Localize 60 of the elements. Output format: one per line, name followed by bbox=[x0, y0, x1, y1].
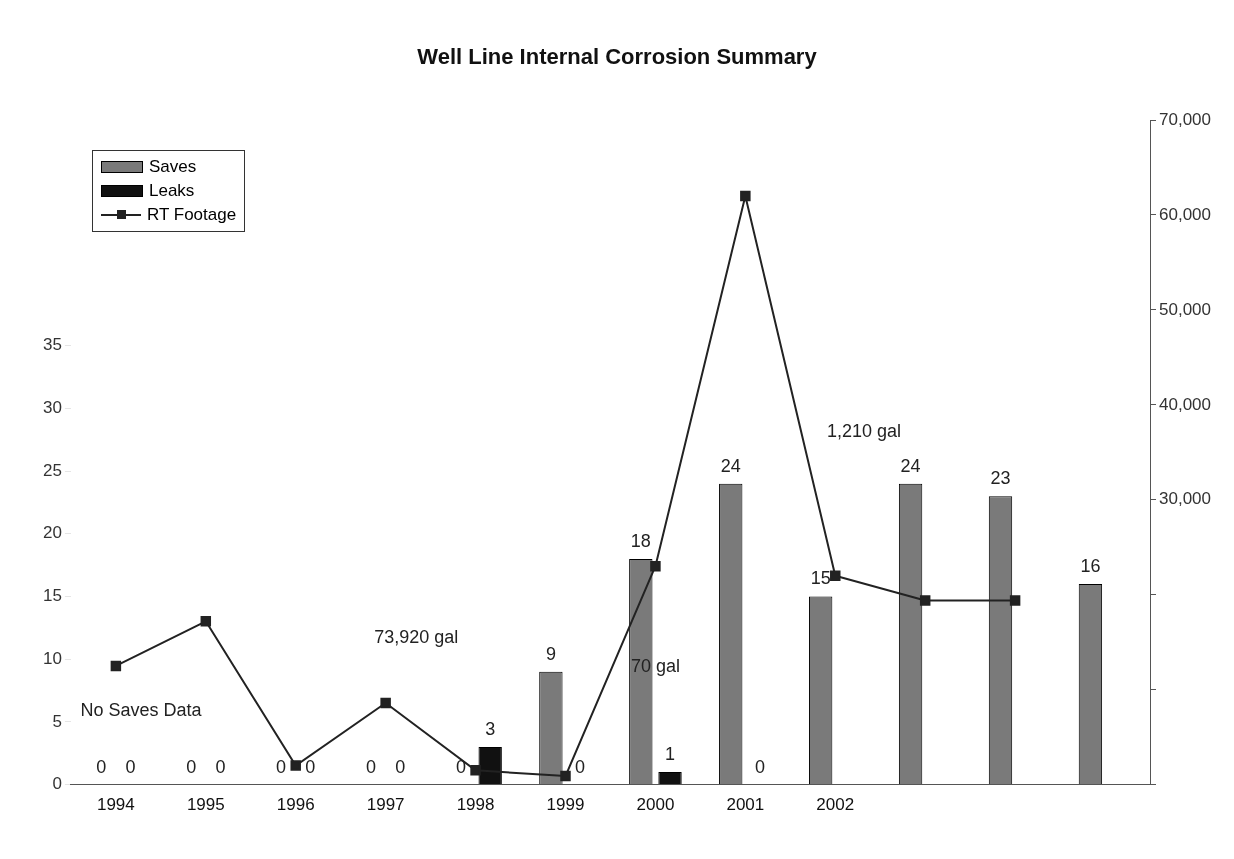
data-label: 0 bbox=[125, 756, 136, 777]
y-tick-label: 30 bbox=[42, 398, 62, 418]
data-label: 3 bbox=[485, 718, 496, 739]
y-tick-label: 15 bbox=[42, 586, 62, 606]
annotation: 73,920 gal bbox=[374, 627, 459, 648]
chart-title: Well Line Internal Corrosion Summary bbox=[416, 44, 818, 70]
data-label: 0 bbox=[276, 756, 287, 777]
x-tick-label: 2000 bbox=[636, 795, 675, 815]
point bbox=[919, 595, 931, 606]
y2-tick-label: 60,000 bbox=[1159, 204, 1211, 224]
y-tick-label: 5 bbox=[52, 711, 62, 731]
point bbox=[740, 190, 751, 202]
data-label: 0 bbox=[96, 756, 107, 777]
data-label: 15 bbox=[810, 568, 831, 589]
point bbox=[830, 570, 841, 581]
point bbox=[380, 697, 391, 709]
legend-label: RT Footage bbox=[147, 205, 237, 225]
y-tick-label: 0 bbox=[52, 774, 62, 794]
data-label: 0 bbox=[575, 756, 586, 777]
data-label: 9 bbox=[545, 643, 556, 664]
y2-tick-label: 30,000 bbox=[1159, 489, 1211, 509]
point bbox=[200, 616, 212, 627]
x-tick-label: 2001 bbox=[726, 795, 765, 815]
x-tick-label: 1997 bbox=[366, 795, 405, 815]
x-tick-label: 1994 bbox=[96, 795, 135, 815]
point bbox=[1009, 595, 1021, 606]
legend-label: Saves bbox=[149, 157, 197, 177]
point bbox=[110, 660, 122, 672]
data-label: 1 bbox=[665, 744, 676, 765]
data-label: 23 bbox=[990, 468, 1011, 489]
data-label: 24 bbox=[720, 455, 741, 476]
y2-tick-label: 50,000 bbox=[1159, 299, 1211, 319]
y2-tick-label: 70,000 bbox=[1159, 109, 1211, 129]
data-label: 24 bbox=[900, 455, 921, 476]
y-tick-label: 10 bbox=[42, 648, 62, 668]
data-label: 18 bbox=[630, 530, 651, 551]
point bbox=[560, 770, 571, 782]
point bbox=[290, 760, 301, 771]
x-tick-label: 1998 bbox=[456, 795, 495, 815]
data-label: 0 bbox=[215, 756, 226, 777]
x-tick-label: 1999 bbox=[546, 795, 585, 815]
y2-tick-label: 40,000 bbox=[1159, 394, 1211, 414]
annotation: 70 gal bbox=[630, 655, 680, 676]
x-tick-label: 2002 bbox=[816, 795, 855, 815]
x-tick-label: 1996 bbox=[276, 795, 315, 815]
y-tick-label: 25 bbox=[42, 460, 62, 480]
point bbox=[470, 765, 481, 776]
data-label: 0 bbox=[366, 756, 377, 777]
data-label: 16 bbox=[1080, 555, 1101, 576]
data-label: 0 bbox=[754, 756, 765, 777]
data-label: 0 bbox=[395, 756, 406, 777]
y-tick-label: 35 bbox=[42, 335, 62, 355]
y-tick-label: 20 bbox=[42, 523, 62, 543]
annotation: 1,210 gal bbox=[827, 421, 902, 442]
data-label: 0 bbox=[186, 756, 197, 777]
point bbox=[650, 560, 661, 572]
annotation: No Saves Data bbox=[80, 700, 203, 721]
legend-label: Leaks bbox=[149, 181, 195, 201]
data-label: 0 bbox=[305, 756, 316, 777]
x-tick-label: 1995 bbox=[186, 795, 225, 815]
